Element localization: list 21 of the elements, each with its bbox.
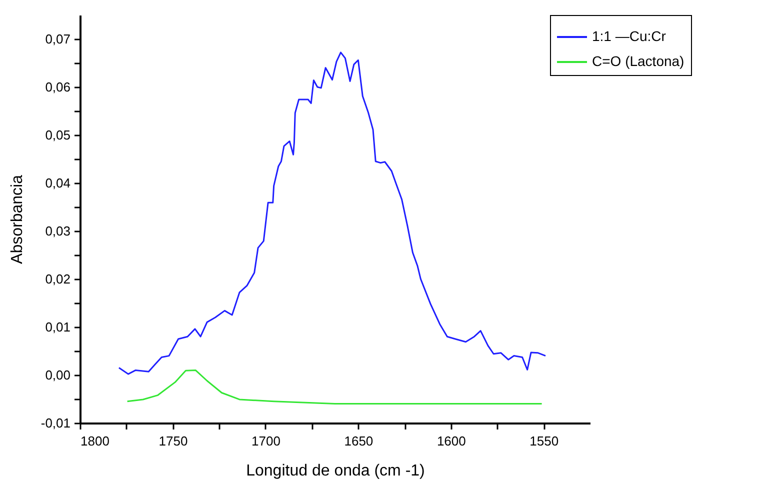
- y-tick-label: -0,01: [40, 416, 70, 430]
- line-series: [126, 369, 543, 405]
- legend-label: 1:1 —Cu:Cr: [592, 28, 666, 44]
- x-tick-label: 1700: [251, 434, 280, 448]
- y-tick-label: 0,03: [45, 224, 70, 238]
- x-tick-label: 1750: [158, 434, 188, 448]
- legend-label: C=O (Lactona): [592, 53, 684, 69]
- y-axis-title: Absorbancia: [8, 174, 26, 264]
- y-tick-label: 0,01: [45, 320, 70, 334]
- y-tick-label: 0,04: [45, 176, 70, 190]
- y-tick-label: 0,00: [45, 368, 70, 382]
- x-tick-label: 1550: [530, 434, 559, 448]
- x-axis-title: Longitud de onda (cm -1): [246, 462, 425, 480]
- line-series: [118, 52, 546, 375]
- y-tick-label: 0,06: [45, 80, 70, 94]
- x-tick-label: 1800: [80, 434, 110, 448]
- x-tick-label: 1650: [344, 434, 374, 448]
- y-tick-label: 0,07: [45, 32, 70, 46]
- x-tick-label: 1600: [436, 434, 466, 448]
- y-tick-label: 0,02: [45, 272, 70, 286]
- y-tick-label: 0,05: [45, 128, 70, 142]
